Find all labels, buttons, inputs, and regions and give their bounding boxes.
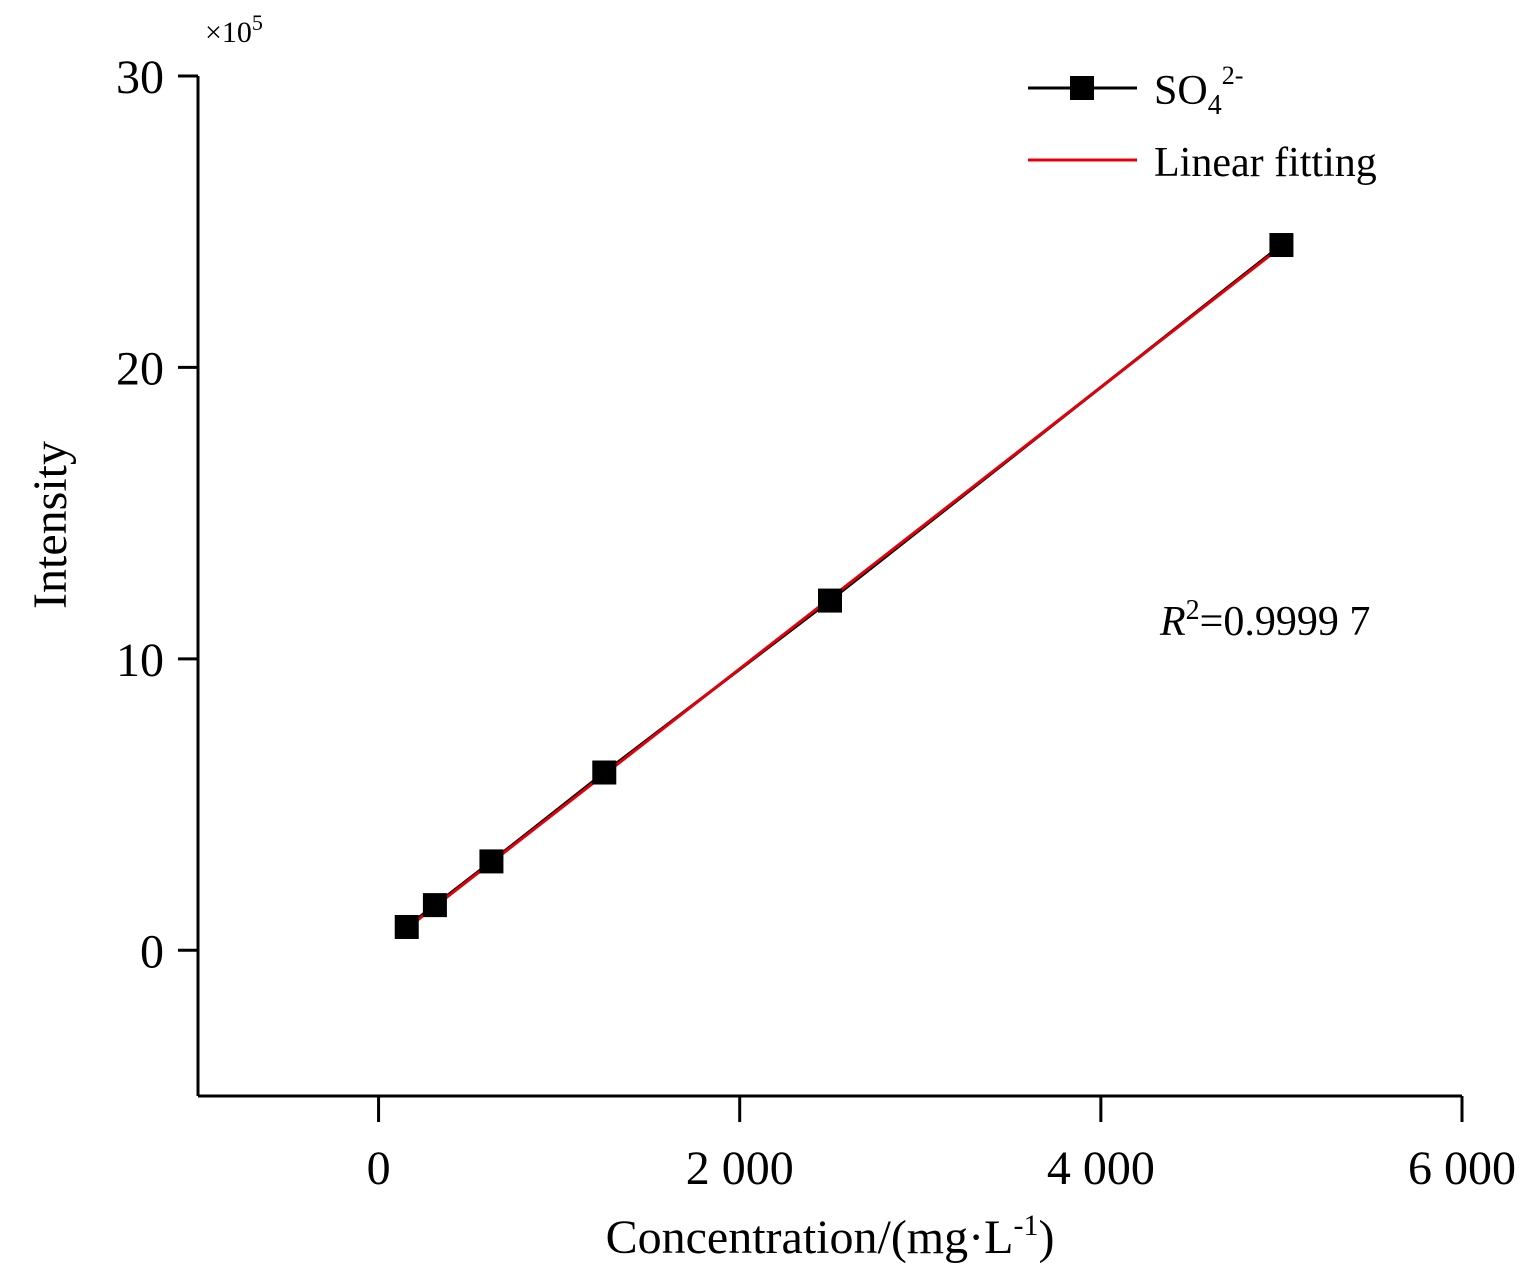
x-ticks: 0 2 000 4 000 6 000 [367, 1096, 1516, 1195]
linear-fit-line [405, 245, 1283, 930]
data-point [1269, 233, 1294, 258]
x-axis-label: Concentration/(mg·L-1) [606, 1209, 1055, 1264]
y-ticks: 0 10 20 30 [116, 51, 198, 978]
x-tick-label: 4 000 [1047, 1142, 1155, 1195]
data-point [422, 893, 447, 918]
y-tick-label: 20 [116, 342, 164, 395]
y-tick-label: 30 [116, 51, 164, 104]
r-squared-annotation: R2=0.9999 7 [1159, 595, 1370, 645]
legend: SO42- Linear fitting [1028, 61, 1377, 186]
data-point [479, 849, 504, 874]
data-point [592, 760, 617, 785]
data-point [394, 914, 419, 939]
x-tick-label: 0 [367, 1142, 391, 1195]
y-multiplier: ×105 [205, 10, 263, 49]
series-layer [394, 233, 1294, 939]
legend-marker-so4 [1070, 76, 1094, 100]
axes [196, 76, 1462, 1098]
x-tick-label: 6 000 [1408, 1142, 1516, 1195]
y-axis-label: Intensity [24, 441, 77, 609]
y-tick-label: 0 [140, 925, 164, 978]
y-tick-label: 10 [116, 634, 164, 687]
x-tick-label: 2 000 [686, 1142, 794, 1195]
legend-label-so4: SO42- [1154, 61, 1243, 121]
legend-label-fit: Linear fitting [1154, 140, 1377, 186]
data-point [818, 588, 842, 613]
